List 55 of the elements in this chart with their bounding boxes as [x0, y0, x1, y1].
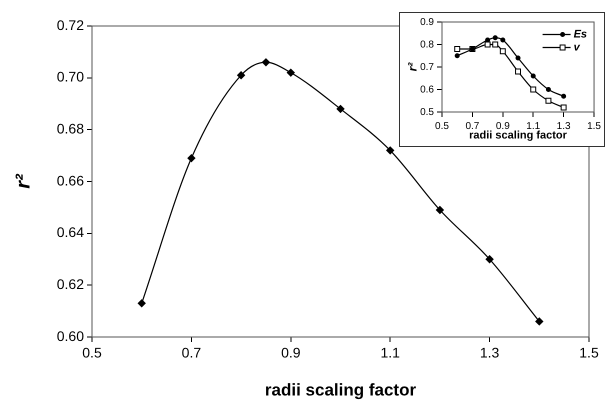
point: [545, 98, 552, 104]
point: [237, 71, 246, 80]
y-tick-label: 0.62: [56, 276, 84, 292]
point: [262, 58, 270, 66]
point: [492, 35, 498, 40]
x-axis-title: radii scaling factor: [264, 380, 416, 400]
y-tick-label: 0.7: [420, 62, 434, 73]
point: [492, 42, 498, 48]
point: [515, 68, 521, 74]
point: [530, 86, 536, 92]
point: [484, 42, 491, 48]
point: [530, 74, 536, 78]
y-axis-title: r²: [12, 172, 35, 189]
legend-label: v: [574, 42, 581, 54]
y-tick-label: 0.6: [420, 84, 434, 96]
y-tick-label: 0.60: [56, 328, 84, 344]
point: [535, 317, 544, 326]
x-tick-label: 1.1: [380, 344, 400, 360]
x-tick-label: 1.5: [579, 344, 599, 360]
y-tick-label: 0.72: [56, 16, 84, 33]
x-tick-label: 0.5: [435, 120, 450, 132]
x-tick-label: 0.9: [496, 120, 510, 132]
y-tick-label: 0.70: [56, 68, 84, 85]
point: [138, 299, 146, 308]
x-tick-label: 0.9: [281, 344, 301, 360]
point: [561, 94, 566, 99]
y-tick-label: 0.64: [56, 224, 84, 240]
point: [546, 87, 551, 92]
point: [560, 104, 567, 110]
x-tick-label: 0.7: [182, 344, 202, 360]
y-tick-label: 0.9: [420, 16, 434, 28]
x-tick-label: 1.1: [526, 120, 541, 132]
x-tick-label: 1.3: [556, 120, 572, 132]
y-tick-label: 0.66: [56, 172, 84, 188]
legend-label: Es: [574, 28, 588, 41]
point: [436, 206, 444, 214]
point: [386, 146, 394, 154]
x-tick-label: 1.3: [480, 344, 500, 360]
x-tick-label: 0.5: [82, 344, 102, 360]
point: [454, 53, 460, 58]
x-tick-label: 0.7: [465, 120, 480, 132]
point: [486, 255, 494, 264]
point: [500, 48, 506, 54]
point: [516, 56, 521, 60]
point: [454, 46, 460, 52]
y-tick-label: 0.68: [56, 120, 84, 137]
y-tick-label: 0.8: [420, 39, 434, 50]
point: [500, 38, 506, 42]
point: [187, 154, 196, 162]
point: [336, 104, 344, 113]
x-tick-label: 1.5: [587, 120, 602, 132]
point: [286, 68, 295, 77]
y-axis-title: r²: [406, 62, 420, 72]
x-axis-title: radii scaling factor: [469, 129, 568, 142]
y-tick-label: 0.5: [420, 106, 434, 118]
